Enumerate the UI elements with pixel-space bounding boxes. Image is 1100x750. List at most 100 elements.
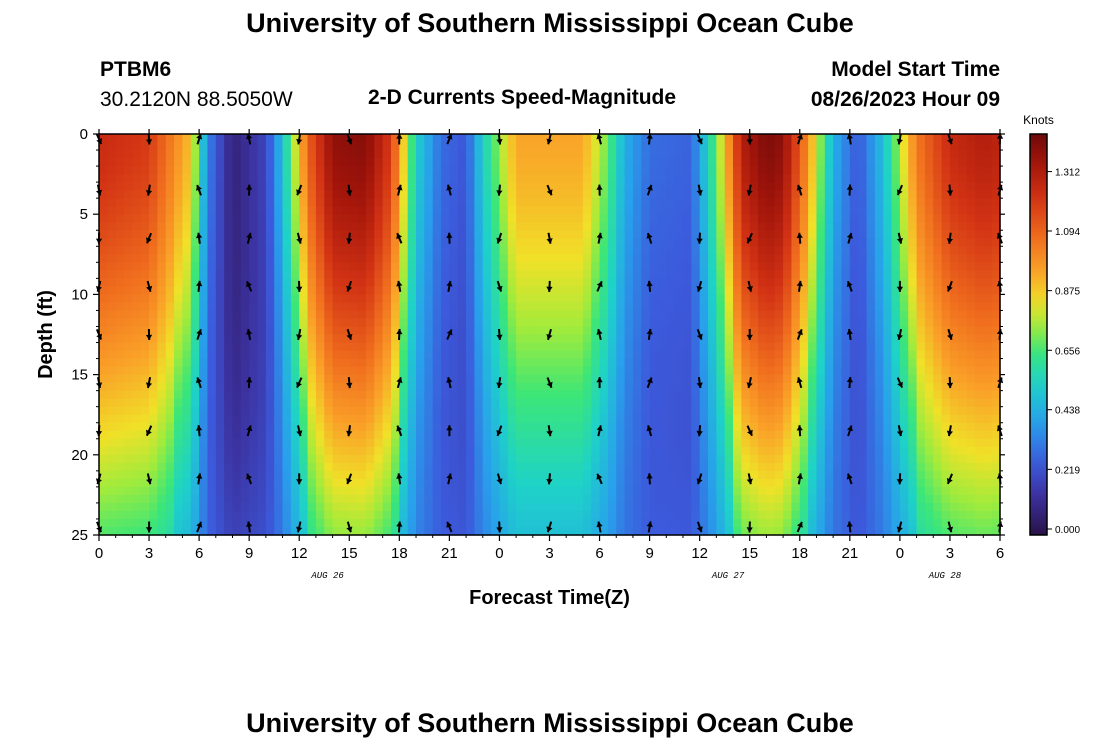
heatmap-cell bbox=[749, 502, 759, 512]
heatmap-cell bbox=[708, 382, 717, 392]
heatmap-cell bbox=[424, 334, 434, 344]
heatmap-cell bbox=[357, 254, 367, 263]
heatmap-cell bbox=[215, 342, 225, 352]
heatmap-cell bbox=[282, 246, 292, 255]
heatmap-cell bbox=[733, 494, 742, 504]
heatmap-cell bbox=[833, 222, 843, 231]
heatmap-cell bbox=[666, 502, 676, 512]
heatmap-cell bbox=[449, 422, 459, 432]
heatmap-cell bbox=[132, 310, 142, 320]
heatmap-cell bbox=[616, 158, 626, 167]
heatmap-cell bbox=[799, 438, 809, 448]
heatmap-cell bbox=[883, 430, 893, 440]
heatmap-cell bbox=[174, 446, 184, 456]
heatmap-cell bbox=[174, 310, 184, 320]
heatmap-cell bbox=[524, 350, 534, 360]
heatmap-cell bbox=[624, 310, 634, 320]
heatmap-cell bbox=[624, 366, 634, 376]
heatmap-cell bbox=[908, 510, 918, 520]
heatmap-cell bbox=[858, 262, 868, 271]
heatmap-cell bbox=[724, 182, 734, 191]
heatmap-cell bbox=[382, 438, 392, 448]
heatmap-cell bbox=[532, 470, 542, 480]
heatmap-cell bbox=[307, 390, 317, 400]
heatmap-cell bbox=[457, 446, 467, 456]
heatmap-cell bbox=[124, 222, 133, 231]
heatmap-cell bbox=[257, 278, 267, 287]
heatmap-cell bbox=[783, 366, 793, 376]
heatmap-cell bbox=[124, 326, 133, 336]
heatmap-cell bbox=[182, 174, 192, 183]
heatmap-cell bbox=[724, 318, 734, 328]
heatmap-cell bbox=[432, 230, 442, 239]
heatmap-cell bbox=[691, 302, 701, 312]
heatmap-cell bbox=[649, 166, 659, 175]
heatmap-cell bbox=[140, 262, 150, 271]
heatmap-cell bbox=[916, 142, 926, 151]
heatmap-cell bbox=[883, 454, 893, 464]
heatmap-cell bbox=[374, 494, 384, 504]
heatmap-cell bbox=[324, 182, 334, 191]
heatmap-cell bbox=[199, 150, 209, 159]
heatmap-cell bbox=[566, 390, 576, 400]
heatmap-cell bbox=[699, 342, 709, 352]
heatmap-cell bbox=[524, 294, 534, 304]
heatmap-cell bbox=[541, 310, 551, 320]
heatmap-cell bbox=[724, 278, 734, 287]
heatmap-cell bbox=[107, 430, 117, 440]
heatmap-cell bbox=[99, 206, 108, 215]
heatmap-cell bbox=[824, 318, 834, 328]
heatmap-cell bbox=[833, 286, 843, 295]
heatmap-cell bbox=[666, 366, 676, 376]
heatmap-cell bbox=[541, 438, 551, 448]
heatmap-cell bbox=[132, 390, 142, 400]
heatmap-cell bbox=[382, 414, 392, 424]
heatmap-cell bbox=[824, 518, 834, 528]
heatmap-cell bbox=[349, 478, 359, 488]
heatmap-cell bbox=[249, 342, 259, 352]
heatmap-cell bbox=[457, 462, 467, 472]
heatmap-cell bbox=[674, 470, 684, 480]
heatmap-cell bbox=[299, 150, 309, 159]
heatmap-cell bbox=[215, 366, 225, 376]
heatmap-cell bbox=[407, 318, 417, 328]
heatmap-cell bbox=[774, 134, 784, 143]
heatmap-cell bbox=[482, 358, 492, 368]
heatmap-cell bbox=[724, 286, 734, 295]
heatmap-cell bbox=[499, 486, 509, 496]
heatmap-cell bbox=[716, 462, 726, 472]
heatmap-cell bbox=[532, 382, 542, 392]
heatmap-cell bbox=[616, 374, 626, 384]
heatmap-cell bbox=[357, 278, 367, 287]
heatmap-cell bbox=[507, 326, 517, 336]
heatmap-cell bbox=[566, 158, 576, 167]
heatmap-cell bbox=[883, 398, 893, 408]
heatmap-cell bbox=[908, 134, 918, 143]
heatmap-cell bbox=[307, 158, 317, 167]
heatmap-cell bbox=[407, 310, 417, 320]
heatmap-cell bbox=[499, 230, 509, 239]
heatmap-cell bbox=[674, 494, 684, 504]
heatmap-cell bbox=[799, 214, 809, 223]
heatmap-cell bbox=[190, 342, 200, 352]
heatmap-cell bbox=[599, 406, 609, 416]
heatmap-cell bbox=[607, 230, 617, 239]
heatmap-cell bbox=[224, 446, 234, 456]
heatmap-cell bbox=[841, 454, 851, 464]
heatmap-cell bbox=[290, 278, 300, 287]
heatmap-cell bbox=[891, 382, 901, 392]
heatmap-cell bbox=[758, 406, 767, 416]
heatmap-cell bbox=[541, 254, 551, 263]
heatmap-cell bbox=[724, 446, 734, 456]
heatmap-cell bbox=[499, 398, 509, 408]
heatmap-cell bbox=[307, 462, 317, 472]
heatmap-cell bbox=[858, 398, 868, 408]
heatmap-cell bbox=[866, 182, 876, 191]
heatmap-cell bbox=[149, 414, 158, 424]
heatmap-cell bbox=[566, 142, 576, 151]
heatmap-cell bbox=[174, 374, 184, 384]
heatmap-cell bbox=[783, 238, 793, 247]
heatmap-cell bbox=[232, 270, 242, 279]
heatmap-cell bbox=[799, 494, 809, 504]
heatmap-cell bbox=[182, 374, 192, 384]
